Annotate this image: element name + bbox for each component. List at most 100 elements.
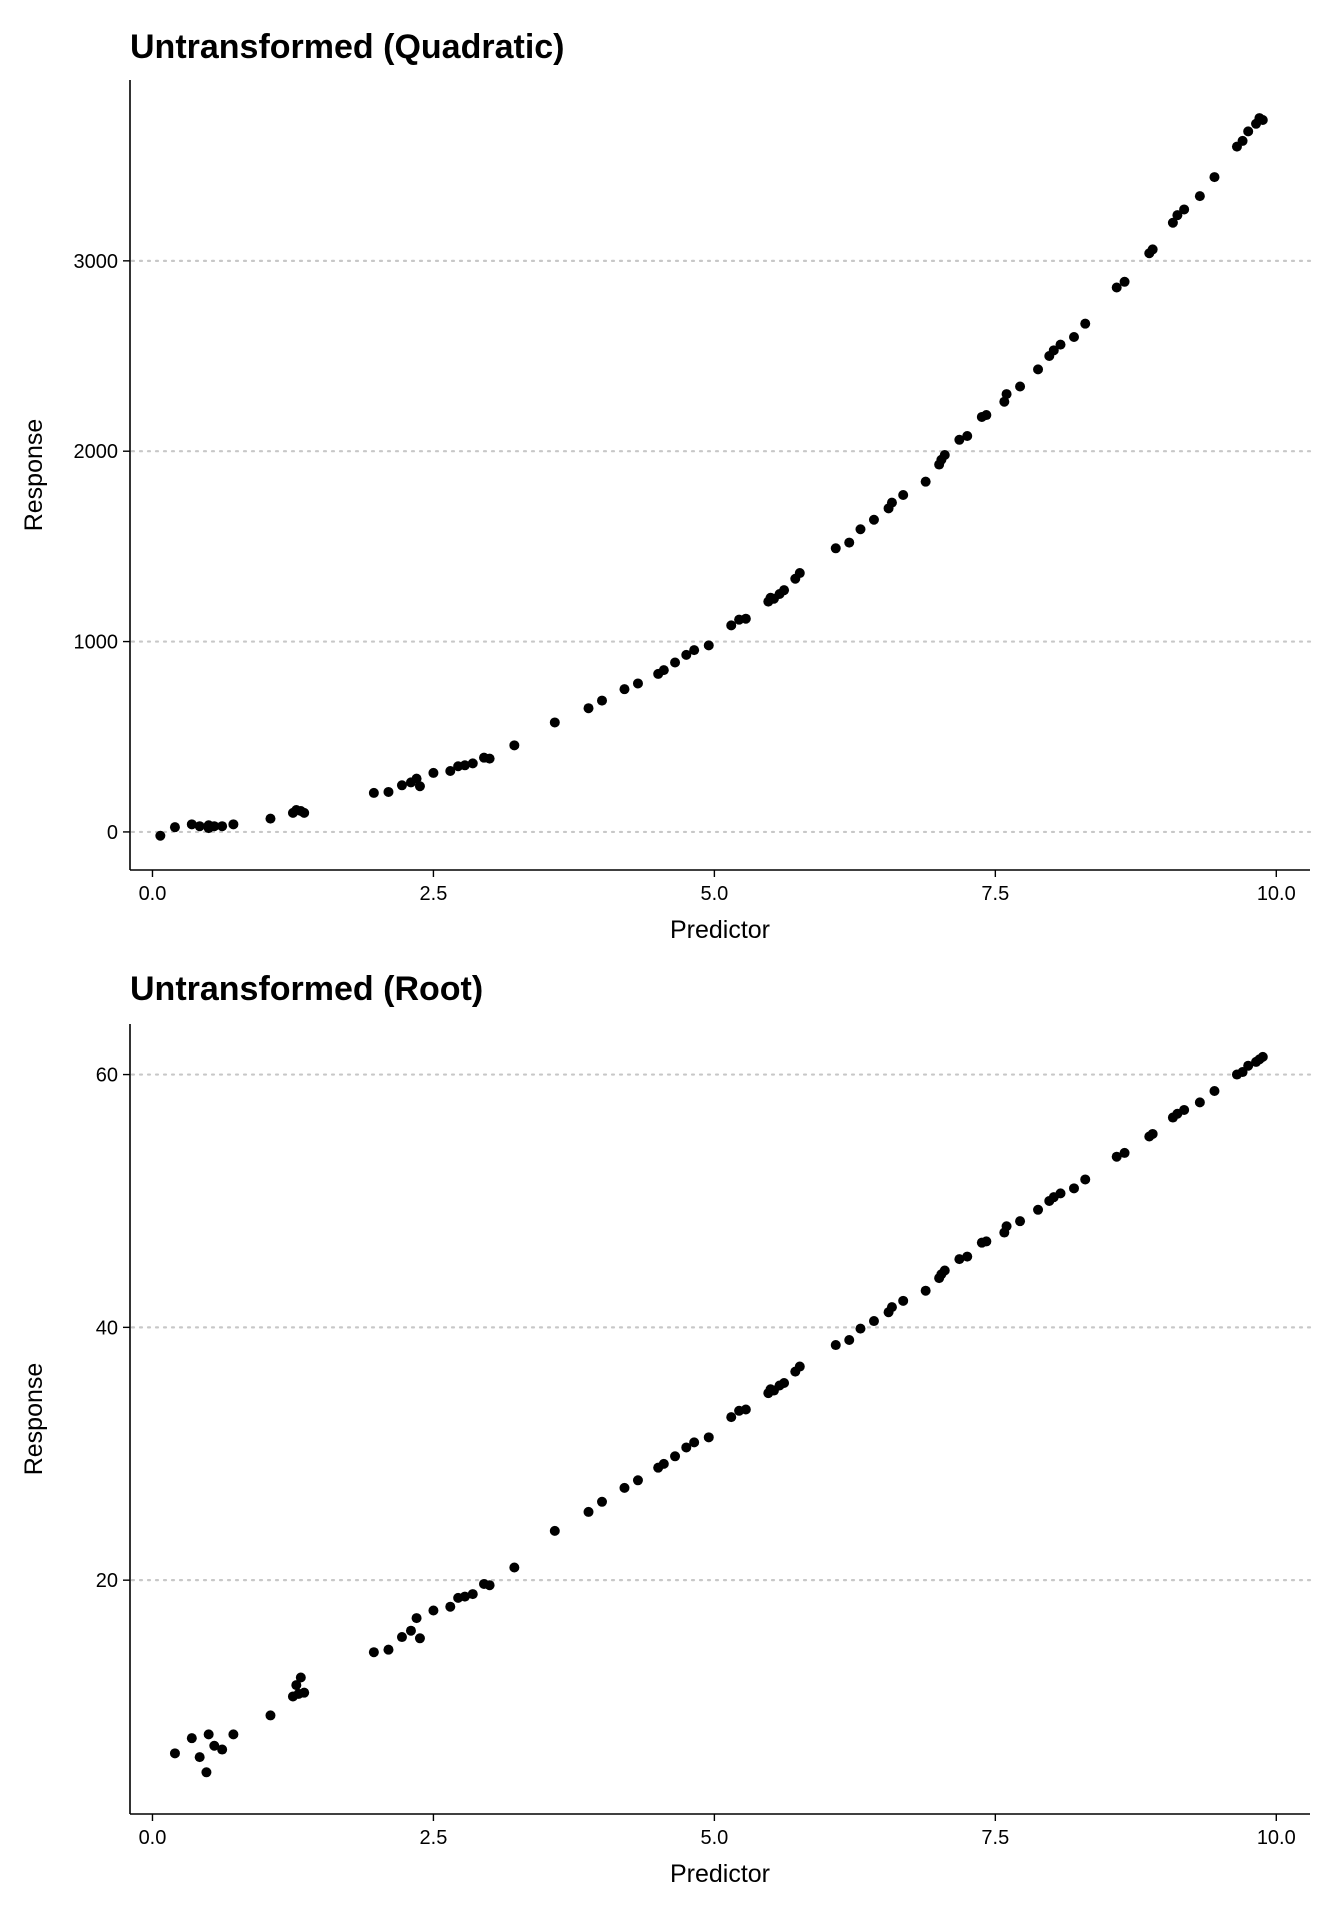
x-tick-label: 5.0: [700, 883, 728, 905]
chart-title: Untransformed (Root): [130, 970, 483, 1008]
data-point: [186, 819, 197, 830]
data-point: [217, 1744, 228, 1755]
data-point: [681, 649, 692, 660]
data-point: [299, 807, 310, 818]
data-point: [201, 1767, 212, 1778]
data-point: [1179, 1104, 1190, 1115]
data-point: [1243, 126, 1254, 137]
data-point: [459, 760, 470, 771]
data-point: [1001, 1221, 1012, 1232]
data-point: [794, 568, 805, 579]
chart-panel-2: Untransformed (Root) 20 40 60 0.0 2.5 5.0 7.5 10…: [20, 970, 1312, 1888]
data-point: [203, 1729, 214, 1740]
x-tick-label: 2.5: [420, 883, 448, 905]
data-point: [428, 1605, 439, 1616]
data-point: [155, 830, 166, 841]
data-point: [981, 410, 992, 421]
data-point: [939, 450, 950, 461]
data-point: [396, 780, 407, 791]
data-point: [1209, 1085, 1220, 1096]
data-point: [962, 430, 973, 441]
data-point: [1119, 1147, 1130, 1158]
data-point: [228, 1729, 239, 1740]
x-tick-label: 0.0: [139, 883, 167, 905]
data-point: [898, 489, 909, 500]
x-tick-label: 2.5: [420, 1827, 448, 1849]
y-tick-label: 2000: [74, 441, 119, 463]
data-point: [445, 1601, 456, 1612]
data-point: [619, 684, 630, 695]
data-point: [920, 476, 931, 487]
y-tick-label: 20: [96, 1570, 118, 1592]
data-point: [689, 645, 700, 656]
data-point: [999, 396, 1010, 407]
data-point: [396, 1632, 407, 1643]
data-point: [1033, 364, 1044, 375]
data-point: [658, 1458, 669, 1469]
data-point: [383, 1644, 394, 1655]
data-point: [1055, 1188, 1066, 1199]
data-point: [868, 514, 879, 525]
data-point: [411, 773, 422, 784]
data-point: [619, 1482, 630, 1493]
data-point: [484, 1580, 495, 1591]
data-point: [703, 1432, 714, 1443]
y-tick-label: 60: [96, 1065, 118, 1087]
data-point: [954, 434, 965, 445]
data-point: [779, 1377, 790, 1388]
data-point: [1243, 1060, 1254, 1071]
data-point: [467, 758, 478, 769]
data-point: [194, 821, 205, 832]
data-point: [689, 1437, 700, 1448]
data-point: [726, 620, 737, 631]
data-point: [265, 1710, 276, 1721]
data-point: [484, 753, 495, 764]
x-tick-label: 7.5: [981, 883, 1009, 905]
data-point: [962, 1251, 973, 1262]
data-point: [830, 543, 841, 554]
data-point: [411, 1613, 422, 1624]
data-point: [1069, 1183, 1079, 1194]
x-tick-label: 7.5: [981, 1827, 1009, 1849]
data-point: [169, 822, 180, 833]
data-point: [1111, 282, 1122, 293]
y-axis-label: Response: [20, 1363, 48, 1476]
data-point: [368, 1647, 379, 1658]
data-point: [383, 786, 394, 797]
data-point: [1194, 1097, 1205, 1108]
data-point: [1015, 1216, 1026, 1227]
data-point: [1080, 1174, 1091, 1185]
data-point: [1209, 172, 1220, 183]
data-point: [830, 1340, 841, 1351]
x-axis-label: Predictor: [670, 916, 770, 944]
data-point: [886, 1302, 897, 1313]
data-point: [299, 1687, 310, 1698]
y-axis-label: Response: [20, 419, 48, 532]
data-point: [1147, 244, 1158, 255]
data-point: [414, 781, 425, 792]
data-point: [855, 1323, 866, 1334]
data-point: [1048, 345, 1059, 356]
data-point: [467, 1589, 478, 1600]
data-point: [703, 640, 714, 651]
data-point: [920, 1285, 931, 1296]
x-tick-label: 5.0: [700, 1827, 728, 1849]
data-point: [217, 821, 228, 832]
data-point: [1194, 191, 1205, 202]
data-point: [1147, 1128, 1158, 1139]
data-point: [1111, 1151, 1122, 1162]
data-point: [779, 585, 790, 596]
data-point: [509, 740, 520, 751]
data-point: [583, 1506, 594, 1517]
data-point: [1080, 318, 1091, 329]
data-point: [954, 1254, 965, 1265]
data-point: [886, 497, 897, 508]
data-point: [1257, 1051, 1268, 1062]
data-point: [1237, 135, 1248, 146]
data-point: [740, 613, 751, 624]
data-point: [228, 819, 239, 830]
data-point: [549, 717, 560, 728]
x-axis-label: Predictor: [670, 1860, 770, 1888]
